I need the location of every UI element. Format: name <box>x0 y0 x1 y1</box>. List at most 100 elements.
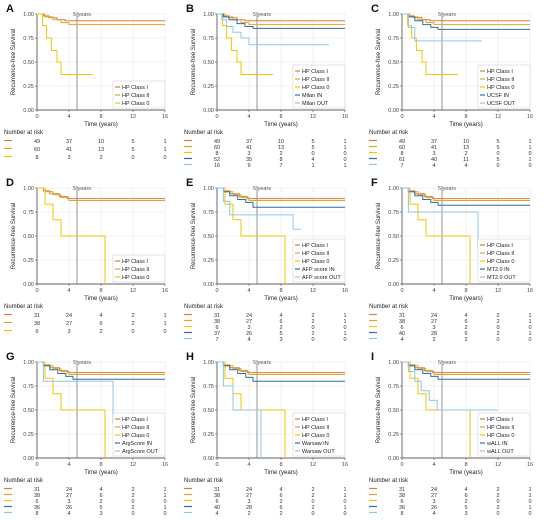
risk-count: 5 <box>496 157 499 163</box>
x-axis-title: Time (years) <box>84 470 117 476</box>
risk-count: 49 <box>214 139 220 145</box>
legend-label: HP Class I <box>487 243 513 249</box>
panel-letter: G <box>6 351 15 363</box>
tick-label-x: 0 <box>400 288 403 294</box>
risk-count: 2 <box>99 499 102 505</box>
risk-count: 0 <box>343 499 346 505</box>
risk-count: 24 <box>431 487 437 493</box>
km-curve-afp-score-out <box>217 187 301 230</box>
tick-label-x: 12 <box>495 114 501 120</box>
tick-label-y: 0.50 <box>388 408 399 414</box>
legend-label: HP Class 0 <box>302 433 329 439</box>
risk-count: 31 <box>34 313 40 319</box>
x-axis-title: Time (years) <box>264 470 297 476</box>
tick-label-x: 0 <box>215 288 218 294</box>
risk-count: 1 <box>163 139 166 145</box>
risk-count: 4 <box>67 511 70 517</box>
tick-label-x: 0 <box>215 462 218 468</box>
risk-count: 4 <box>215 511 218 517</box>
risk-count: 2 <box>496 493 499 499</box>
risk-count: 1 <box>528 157 531 163</box>
risk-count: 1 <box>528 493 531 499</box>
risk-count: 2 <box>131 487 134 493</box>
panel-letter: D <box>6 177 14 189</box>
risk-count: 2 <box>279 511 282 517</box>
tick-label-y: 1.00 <box>388 12 399 18</box>
risk-count: 4 <box>247 337 250 343</box>
risk-count: 3 <box>247 499 250 505</box>
risk-count: 0 <box>163 511 166 517</box>
risk-count: 2 <box>99 155 102 161</box>
tick-label-y: 0.50 <box>23 60 34 66</box>
risk-count: 0 <box>311 337 314 343</box>
risk-count: 2 <box>496 331 499 337</box>
legend-box <box>477 412 531 457</box>
tick-label-y: 0.75 <box>203 210 214 216</box>
tick-label-x: 4 <box>67 114 70 120</box>
reference-line-label: 5 years <box>73 12 91 18</box>
risk-count: 2 <box>496 487 499 493</box>
risk-count: 31 <box>34 487 40 493</box>
risk-count: 5 <box>279 331 282 337</box>
tick-label-x: 12 <box>495 462 501 468</box>
panel-letter: B <box>186 3 194 15</box>
risk-count: 1 <box>528 313 531 319</box>
risk-count: 0 <box>496 151 499 157</box>
risk-count: 10 <box>278 139 284 145</box>
risk-count: 13 <box>463 145 469 151</box>
risk-count: 0 <box>163 155 166 161</box>
legend-label: HP Class II <box>302 77 330 83</box>
tick-label-y: 0.00 <box>203 456 214 462</box>
risk-count: 38 <box>34 493 40 499</box>
risk-count: 1 <box>343 505 346 511</box>
tick-label-x: 16 <box>162 288 168 294</box>
risk-count: 10 <box>463 139 469 145</box>
tick-label-y: 0.75 <box>23 384 34 390</box>
reference-line-label: 5 years <box>438 12 456 18</box>
tick-label-y: 0.00 <box>23 108 34 114</box>
legend-label: HP Class II <box>302 251 330 257</box>
risk-table-title: Number at risk <box>369 304 409 310</box>
risk-table-title: Number at risk <box>184 130 224 136</box>
risk-count: 0 <box>131 511 134 517</box>
risk-count: 0 <box>528 325 531 331</box>
risk-count: 3 <box>67 499 70 505</box>
legend-label: AFP score OUT <box>302 275 341 281</box>
risk-count: 4 <box>464 313 467 319</box>
tick-label-x: 4 <box>432 114 435 120</box>
risk-count: 0 <box>496 325 499 331</box>
legend-label: HP Class I <box>122 259 148 265</box>
risk-count: 0 <box>496 163 499 169</box>
tick-label-x: 16 <box>342 114 348 120</box>
risk-count: 6 <box>464 493 467 499</box>
risk-count: 1 <box>343 313 346 319</box>
risk-count: 1 <box>528 331 531 337</box>
y-axis-title: Recurrence-free Survival <box>11 203 17 269</box>
risk-table-title: Number at risk <box>4 130 44 136</box>
risk-count: 8 <box>400 151 403 157</box>
km-curve-milan-out <box>217 13 329 46</box>
legend-box <box>292 412 346 457</box>
y-axis-title: Recurrence-free Survival <box>191 203 197 269</box>
tick-label-x: 16 <box>527 114 533 120</box>
risk-count: 8 <box>215 151 218 157</box>
risk-count: 2 <box>131 313 134 319</box>
risk-count: 6 <box>464 319 467 325</box>
risk-count: 3 <box>432 325 435 331</box>
km-curve-hp-class-0 <box>37 187 106 284</box>
risk-count: 0 <box>528 337 531 343</box>
risk-count: 1 <box>528 139 531 145</box>
risk-count: 38 <box>214 493 220 499</box>
risk-count: 10 <box>98 139 104 145</box>
y-axis-title: Recurrence-free Survival <box>11 29 17 95</box>
risk-count: 1 <box>343 493 346 499</box>
risk-count: 0 <box>343 511 346 517</box>
tick-label-x: 0 <box>35 114 38 120</box>
risk-count: 2 <box>311 505 314 511</box>
tick-label-y: 0.75 <box>388 384 399 390</box>
risk-count: 0 <box>163 499 166 505</box>
risk-count: 4 <box>99 313 102 319</box>
